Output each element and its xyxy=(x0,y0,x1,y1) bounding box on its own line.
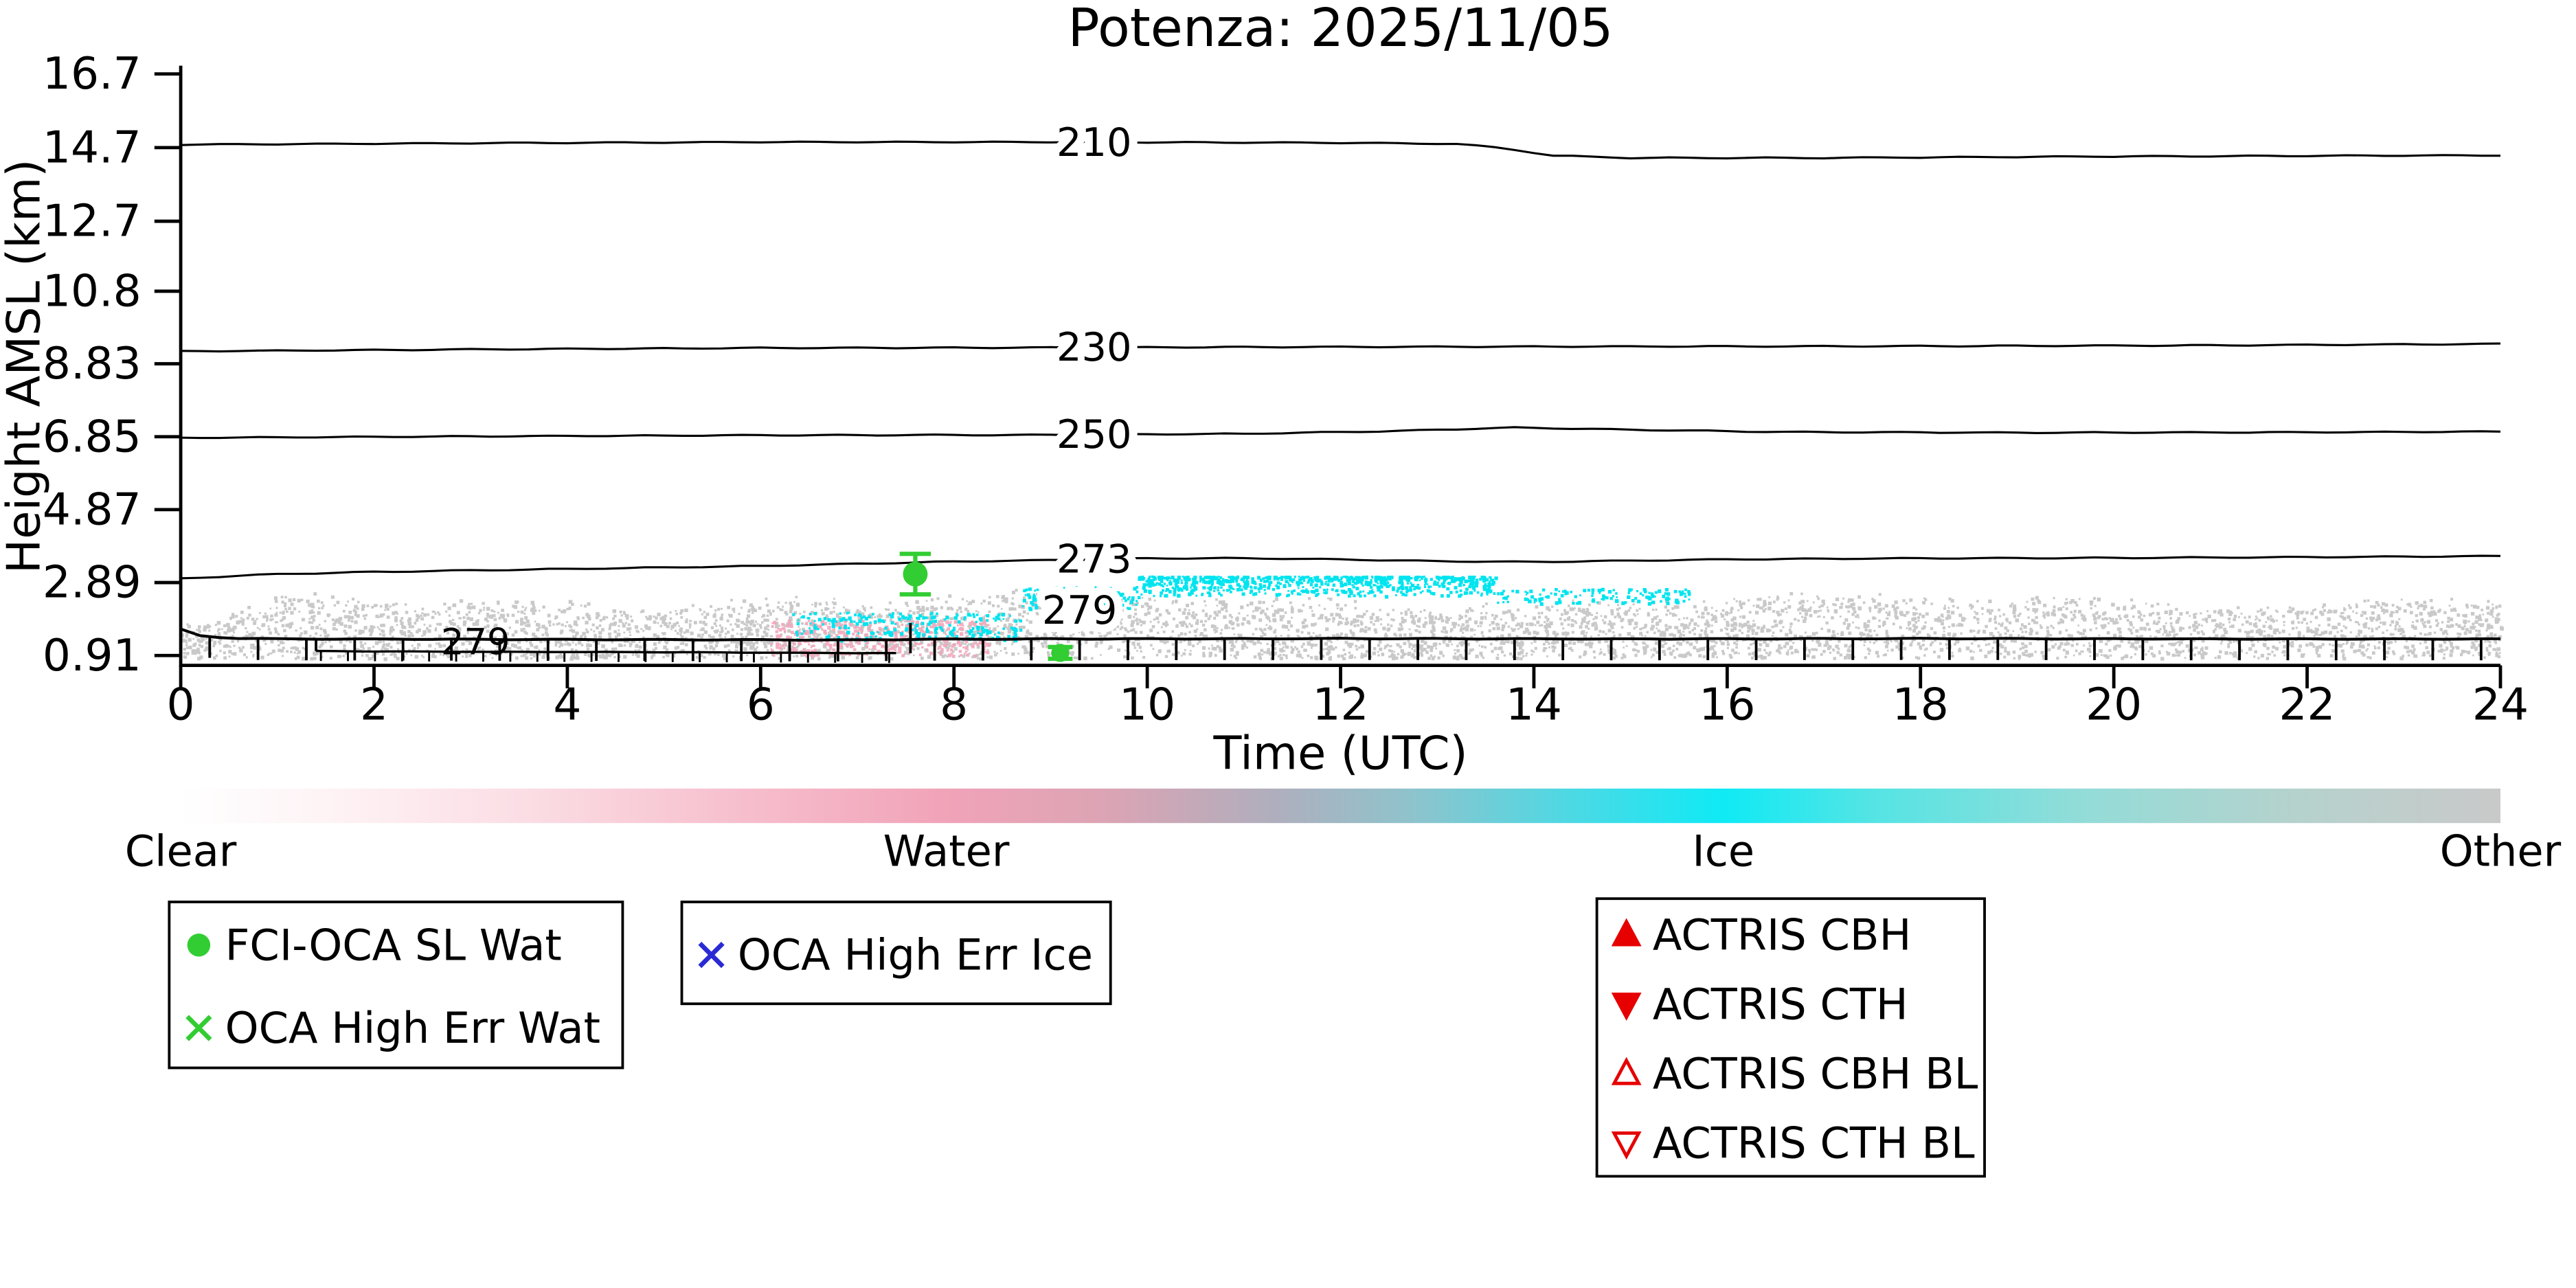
isotherm-label-210: 210 xyxy=(1057,120,1132,166)
triangle-up-open-icon xyxy=(1611,1057,1642,1085)
colorbar-labels: Clear Water Ice Other xyxy=(125,826,2562,876)
isotherm-230 xyxy=(181,342,2501,353)
y-tick-label: 4.87 xyxy=(43,484,142,535)
y-tick-label: 8.83 xyxy=(43,338,142,389)
x-axis-label: Time (UTC) xyxy=(1212,726,1467,780)
isotherm-label-279-surface: 279 xyxy=(441,621,510,663)
isotherm-250 xyxy=(181,426,2501,440)
isotherm-273 xyxy=(181,554,2501,580)
y-axis-label: Height AMSL (km) xyxy=(0,159,50,574)
isotherm-label-250: 250 xyxy=(1057,411,1132,457)
circle-filled-icon xyxy=(187,934,211,957)
colorbar-label-other: Other xyxy=(2440,826,2562,876)
colorbar-label-ice: Ice xyxy=(1692,826,1754,876)
legend-item-label: ACTRIS CBH xyxy=(1653,909,1911,960)
chart-title: Potenza: 2025/11/05 xyxy=(1068,0,1614,59)
speckles-other xyxy=(181,589,2505,662)
x-tick-label: 24 xyxy=(2472,679,2529,731)
marker-point xyxy=(1051,644,1070,662)
isotherm-label-279: 279 xyxy=(1042,587,1118,633)
triangle-down-open-icon xyxy=(1611,1131,1642,1160)
legend-item-label: OCA High Err Ice xyxy=(738,930,1093,980)
triangle-down-filled-icon xyxy=(1611,993,1642,1021)
x-icon xyxy=(185,1015,212,1041)
legend-item-label: FCI-OCA SL Wat xyxy=(225,920,562,970)
legend-item-label: ACTRIS CTH BL xyxy=(1653,1118,1975,1168)
x-tick-label: 18 xyxy=(1893,679,1949,731)
x-tick-label: 8 xyxy=(940,679,968,731)
triangle-up-filled-icon xyxy=(1611,918,1642,947)
x-tick-label: 12 xyxy=(1312,679,1368,731)
x-tick-label: 0 xyxy=(167,679,195,731)
y-tick-label: 2.89 xyxy=(43,557,142,609)
x-tick-label: 2 xyxy=(360,679,388,731)
colorbar-label-clear: Clear xyxy=(125,826,237,876)
isotherm-210 xyxy=(181,140,2500,160)
isotherm-contours: 210 230 250 273 279 xyxy=(181,111,2501,642)
x-icon xyxy=(698,941,725,969)
legend-item-label: ACTRIS CBH BL xyxy=(1653,1048,1978,1098)
y-tick-label: 12.7 xyxy=(43,196,142,247)
x-tick-label: 20 xyxy=(2086,679,2142,731)
satellite-markers xyxy=(899,552,1073,662)
y-tick-label: 0.91 xyxy=(43,630,142,681)
phase-speckle-layer xyxy=(181,575,2505,662)
x-tick-label: 16 xyxy=(1699,679,1755,731)
marker-fci-oca-sl-wat xyxy=(1048,644,1073,662)
y-tick-label: 6.85 xyxy=(43,411,142,462)
marker-point xyxy=(903,561,928,587)
legend-box-1: FCI-OCA SL Wat OCA High Err Wat xyxy=(168,901,624,1070)
x-tick-label: 4 xyxy=(553,679,581,731)
x-tick-label: 10 xyxy=(1119,679,1175,731)
y-tick-label: 14.7 xyxy=(43,122,142,173)
surface-isotherm-line: 279 xyxy=(180,621,2500,663)
legend-frame xyxy=(680,901,1112,1006)
speckles-ice xyxy=(792,575,1691,643)
x-tick-label: 14 xyxy=(1506,679,1562,731)
legend-boxes: FCI-OCA SL Wat OCA High Err Wat OCA High E… xyxy=(168,897,1986,1178)
marker-fci-oca-sl-wat xyxy=(899,552,931,597)
y-tick-label: 16.7 xyxy=(43,48,142,100)
x-tick-label: 6 xyxy=(747,679,775,731)
colorbar xyxy=(181,788,2500,824)
isotherm-label-230: 230 xyxy=(1057,324,1132,370)
legend-frame xyxy=(168,901,624,1070)
y-tick-label: 10.8 xyxy=(43,265,142,317)
legend-box-2: OCA High Err Ice xyxy=(680,901,1112,1006)
isotherm-label-273: 273 xyxy=(1057,536,1132,582)
surface-line-lower xyxy=(316,649,896,655)
legend-item-label: ACTRIS CTH xyxy=(1653,979,1908,1029)
legend-box-3: ACTRIS CBH ACTRIS CTH ACTRIS CBH BL ACTRIS … xyxy=(1595,897,1986,1178)
surface-line-main xyxy=(180,627,2500,642)
legend-item-label: OCA High Err Wat xyxy=(225,1003,600,1053)
colorbar-label-water: Water xyxy=(883,826,1010,876)
x-tick-label: 22 xyxy=(2279,679,2335,731)
legend-frame xyxy=(1595,897,1986,1178)
